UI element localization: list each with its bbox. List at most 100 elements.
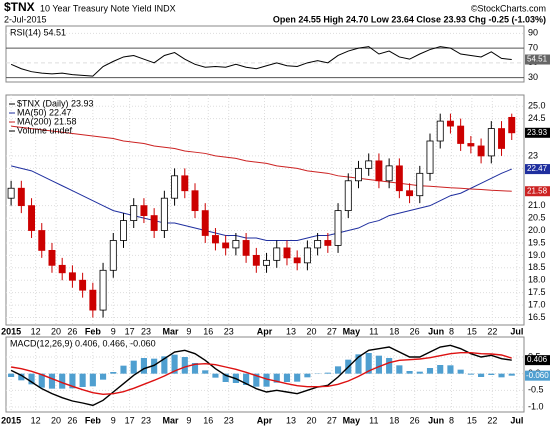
histogram-bar [151,358,158,374]
x-tick-label: 8 [449,415,454,425]
candle-body [58,264,66,274]
value-tag-label: 21.58 [527,186,548,195]
series-line [11,125,512,192]
x-tick-label: 2015 [1,326,21,336]
candle-body [242,240,250,256]
histogram-bar [294,373,301,382]
panel-frame [5,25,525,83]
histogram-bar [478,373,485,377]
histogram-bar [498,373,505,378]
value-tag [525,370,550,381]
histogram-bar [89,373,96,387]
candle-body [344,180,352,212]
value-tag [525,355,550,366]
y-tick-label: -1.0 [528,401,544,411]
candle-body [17,187,25,207]
x-tick-label: 16 [203,415,213,425]
candle-body [38,230,46,251]
candle-body [48,250,56,266]
candle-body [283,247,291,259]
candle-body [181,175,189,192]
x-tick-label: 2015 [1,415,21,425]
x-tick-label: 15 [467,415,477,425]
x-tick-label: 23 [224,415,234,425]
y-tick-label: -0.5 [528,385,544,395]
x-tick-label: 9 [111,415,116,425]
histogram-bar [488,373,495,375]
x-tick-label: 27 [327,415,337,425]
histogram-bar [79,373,86,387]
histogram-bar [38,373,45,388]
x-tick-label: Mar [162,326,179,336]
x-tick-label: 17 [125,326,135,336]
candle-body [365,160,373,169]
x-tick-label: 23 [224,326,234,336]
y-tick-label: 24.5 [528,113,546,123]
candle-body [7,187,15,199]
y-tick-label: 16.5 [528,312,546,322]
x-tick-label: 8 [449,326,454,336]
x-tick-label: Feb [85,326,102,336]
candle-body [222,242,230,249]
candle-body [120,220,127,241]
candle-body [406,190,414,197]
candle-body [28,205,36,231]
candle-body [293,257,301,264]
candle-body [140,205,148,216]
x-tick-label: 20 [306,326,316,336]
legend-entry: MA(50) 22.47 [17,107,72,117]
histogram-bar [396,365,403,374]
histogram-bar [416,371,423,374]
histogram-bar [263,373,270,387]
candle-body [263,259,270,266]
x-tick-label: 12 [31,415,41,425]
y-tick-label: 18.5 [528,262,546,272]
x-tick-label: 15 [467,326,477,336]
candle-body [160,197,168,231]
symbol: $TNX [4,0,35,14]
candle-body [79,279,87,291]
histogram-bar [334,366,342,374]
x-tick-label: 23 [141,326,151,336]
histogram-bar [48,373,56,389]
histogram-bar [457,369,464,374]
series-line [10,46,512,77]
candle-body [426,140,434,174]
x-tick-label: 12 [31,326,41,336]
x-tick-label: Mar [162,415,179,425]
candle-body [109,240,117,271]
histogram-bar [222,373,229,382]
histogram-bar [59,373,66,389]
series-line [10,351,512,396]
x-tick-label: 20 [306,415,316,425]
candle-body [487,128,495,157]
y-tick-label: 17.0 [528,299,546,309]
value-tag-label: 22.47 [527,164,548,173]
x-tick-label: 18 [389,326,399,336]
histogram-bar [202,370,209,374]
histogram-bar [120,365,127,374]
histogram-bar [273,373,280,383]
y-tick-label: 21.0 [528,200,546,210]
histogram-bar [253,373,260,387]
x-tick-label: Apr [257,415,273,425]
series-line [10,165,512,241]
candle-body [446,120,454,127]
legend: MACD(12,26,9) 0.406, 0.466, -0.060 [10,338,156,348]
histogram-bar [375,355,382,374]
histogram-bar [304,373,311,378]
x-tick-label: 9 [111,326,116,336]
candle-body [232,240,240,249]
candle-body [385,165,393,182]
value-tag-label: 0.406 [527,355,548,364]
histogram-bar [324,372,331,374]
candle-body [355,167,362,182]
x-tick-label: Jul [510,326,523,336]
legend-entry: Volume undef [17,125,73,135]
candle-body [416,172,424,197]
value-tag-label: -0.060 [526,371,549,380]
candle-body [150,215,158,231]
histogram-bar [140,358,147,374]
candle-body [334,210,342,246]
